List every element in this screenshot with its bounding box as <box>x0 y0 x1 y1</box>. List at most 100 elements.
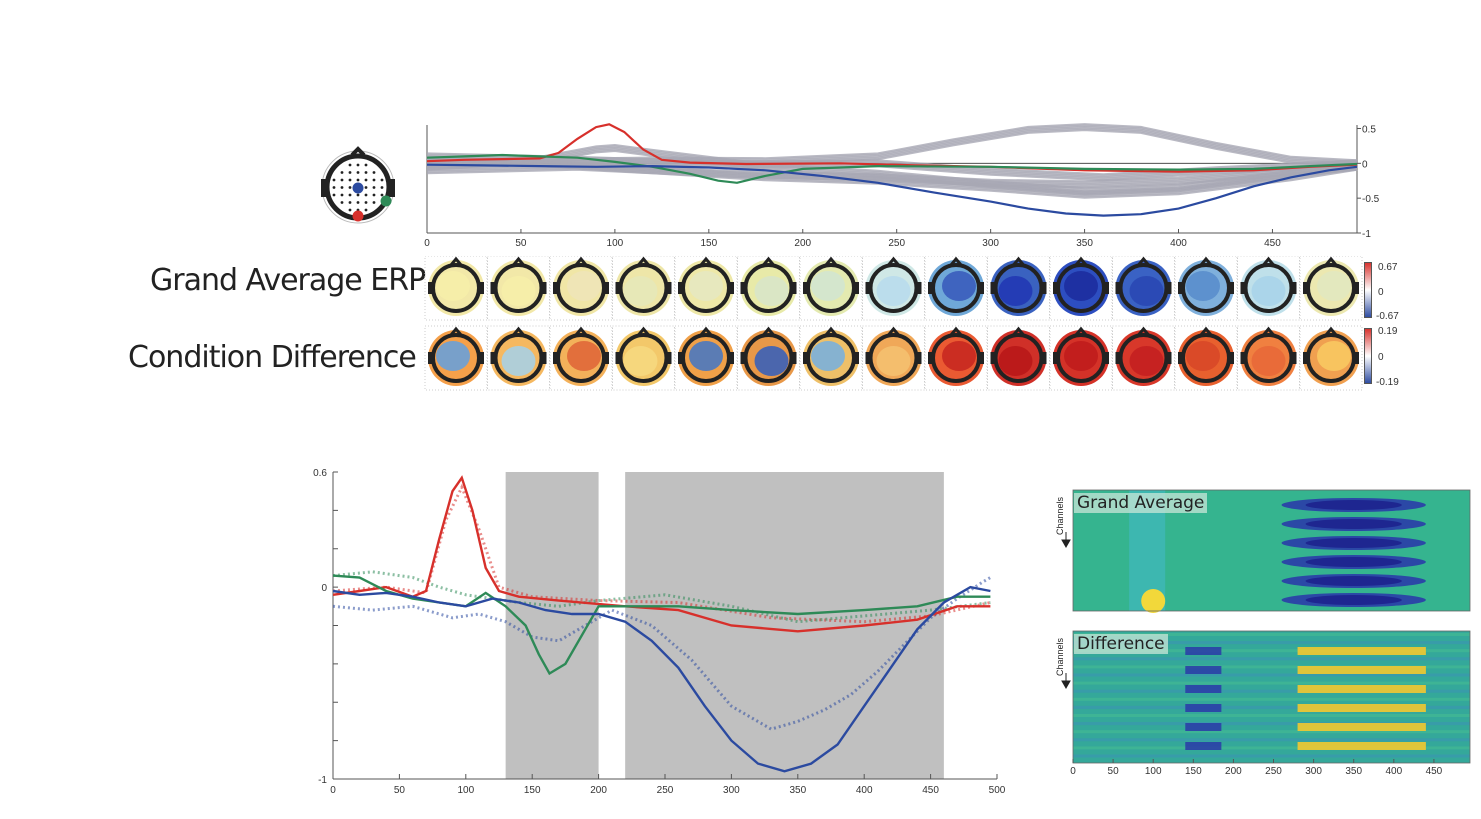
topoplot-nose <box>574 256 588 266</box>
topoplot-ear <box>855 352 859 364</box>
channels-label-top: Channels <box>1055 496 1065 535</box>
top-x-tick-label: 250 <box>888 238 905 249</box>
difference-row-stripe <box>1073 633 1470 636</box>
topoplot-nose <box>1199 326 1213 336</box>
bottom-x-tick-label: 450 <box>922 785 939 796</box>
erp-topoplot <box>487 256 550 321</box>
heatmap-x-tick-label: 50 <box>1108 766 1120 777</box>
significance-shade <box>505 472 599 779</box>
electrode-dot <box>340 171 344 174</box>
topoplot-ear <box>490 282 495 294</box>
erp-topoplot <box>1237 256 1300 321</box>
heatmap-x-tick-label: 400 <box>1385 766 1402 777</box>
electrode-dot <box>364 171 368 174</box>
condition-difference-label: Condition Difference <box>128 340 417 375</box>
heatmap-x-tick-label: 150 <box>1185 766 1202 777</box>
topoplot-blob <box>1064 341 1098 371</box>
electrode-dot <box>380 193 384 197</box>
bottom-x-tick-label: 300 <box>723 785 740 796</box>
topoplot-ear <box>605 282 609 294</box>
electrode-dot <box>364 186 368 189</box>
topoplot-nose <box>1137 256 1150 266</box>
topoplot-ear <box>1115 282 1120 294</box>
topoplot-nose <box>887 326 900 336</box>
topoplot-ear <box>490 352 495 364</box>
difference-topoplot <box>862 325 925 391</box>
electrode-dot <box>364 178 368 182</box>
topoplot-blob <box>876 276 911 306</box>
heatmap-x-tick-label: 250 <box>1265 766 1282 777</box>
topoplot-ear <box>1178 282 1182 294</box>
blue-dotted-line <box>332 576 992 731</box>
grand-average-negative-core <box>1305 519 1402 529</box>
top-y-tick-label: 0 <box>1362 159 1368 170</box>
grand-average-negative-core <box>1305 576 1402 586</box>
topoplot-head <box>1306 263 1356 313</box>
significance-shade <box>625 472 944 779</box>
gray-channel-line <box>426 168 1358 189</box>
difference-topoplot <box>549 325 613 391</box>
difference-positive-patch <box>1297 742 1426 750</box>
grand-average-negative-core <box>1305 557 1402 567</box>
electrode-dot <box>348 193 352 197</box>
electrode-blue <box>352 182 364 194</box>
topoplot-head <box>1056 263 1106 313</box>
topoplot-blob <box>942 341 976 371</box>
topoplot-nose <box>762 326 775 336</box>
topoplot-ear <box>1355 352 1359 364</box>
topoplot-blob <box>998 346 1033 376</box>
bottom-x-tick-label: 500 <box>989 785 1006 796</box>
electrode-dot <box>380 186 384 189</box>
topoplot-head <box>806 333 856 383</box>
topoplot-ear <box>542 352 547 364</box>
top-x-tick-label: 300 <box>982 238 999 249</box>
topoplot-head <box>1118 333 1169 383</box>
bottom-x-tick-label: 0 <box>330 785 336 796</box>
difference-row-stripe <box>1073 657 1470 661</box>
topoplot-nose <box>574 326 588 336</box>
topoplot-blob <box>689 271 723 301</box>
topoplot-ear <box>1053 352 1057 364</box>
topoplot-head <box>993 263 1044 313</box>
topoplot-ear <box>480 282 484 294</box>
grand-average-heatmap-title: Grand Average <box>1074 493 1208 513</box>
topoplot-blob <box>623 346 658 376</box>
topoplot-head <box>618 263 669 313</box>
topoplot-ear <box>855 282 859 294</box>
electrode-dot <box>356 163 360 167</box>
electrode-montage-head <box>321 146 395 224</box>
topoplot-head <box>1118 263 1169 313</box>
topoplot-blob <box>1251 346 1286 376</box>
diff-colorbar-min: -0.19 <box>1376 377 1399 388</box>
topoplot-head <box>431 263 481 313</box>
topoplot-head <box>493 333 544 383</box>
topoplot-head <box>431 333 481 383</box>
diff-colorbar <box>1364 328 1372 384</box>
topoplot-ear <box>1042 282 1047 294</box>
diff-colorbar-mid: 0 <box>1378 352 1384 363</box>
topoplot-head <box>868 333 919 383</box>
topoplot-ear <box>928 282 932 294</box>
electrode-dot <box>356 193 360 197</box>
gray-channel-line <box>426 167 1358 187</box>
top-y-tick-label: -1 <box>1362 229 1371 240</box>
green-channel-line <box>426 153 1358 184</box>
electrode-green <box>380 195 392 207</box>
top-x-tick-label: 100 <box>607 238 624 249</box>
difference-topoplot <box>1174 325 1238 391</box>
topoplot-ear <box>1167 352 1172 364</box>
difference-topoplot <box>1112 325 1175 391</box>
topoplot-blob <box>623 276 658 306</box>
difference-row-stripe <box>1073 681 1470 685</box>
difference-positive-patch <box>1297 666 1426 674</box>
topoplot-ear <box>678 352 682 364</box>
grand-average-positive-peak <box>1141 589 1166 613</box>
topoplot-nose <box>699 256 713 266</box>
topoplot-ear <box>1240 352 1245 364</box>
topoplot-nose <box>637 326 650 336</box>
channels-arrow-top <box>1061 532 1071 548</box>
topoplot-nose <box>824 256 838 266</box>
difference-positive-patch <box>1297 647 1426 655</box>
diff-colorbar-max: 0.19 <box>1378 326 1398 337</box>
electrode-dot <box>348 163 352 167</box>
